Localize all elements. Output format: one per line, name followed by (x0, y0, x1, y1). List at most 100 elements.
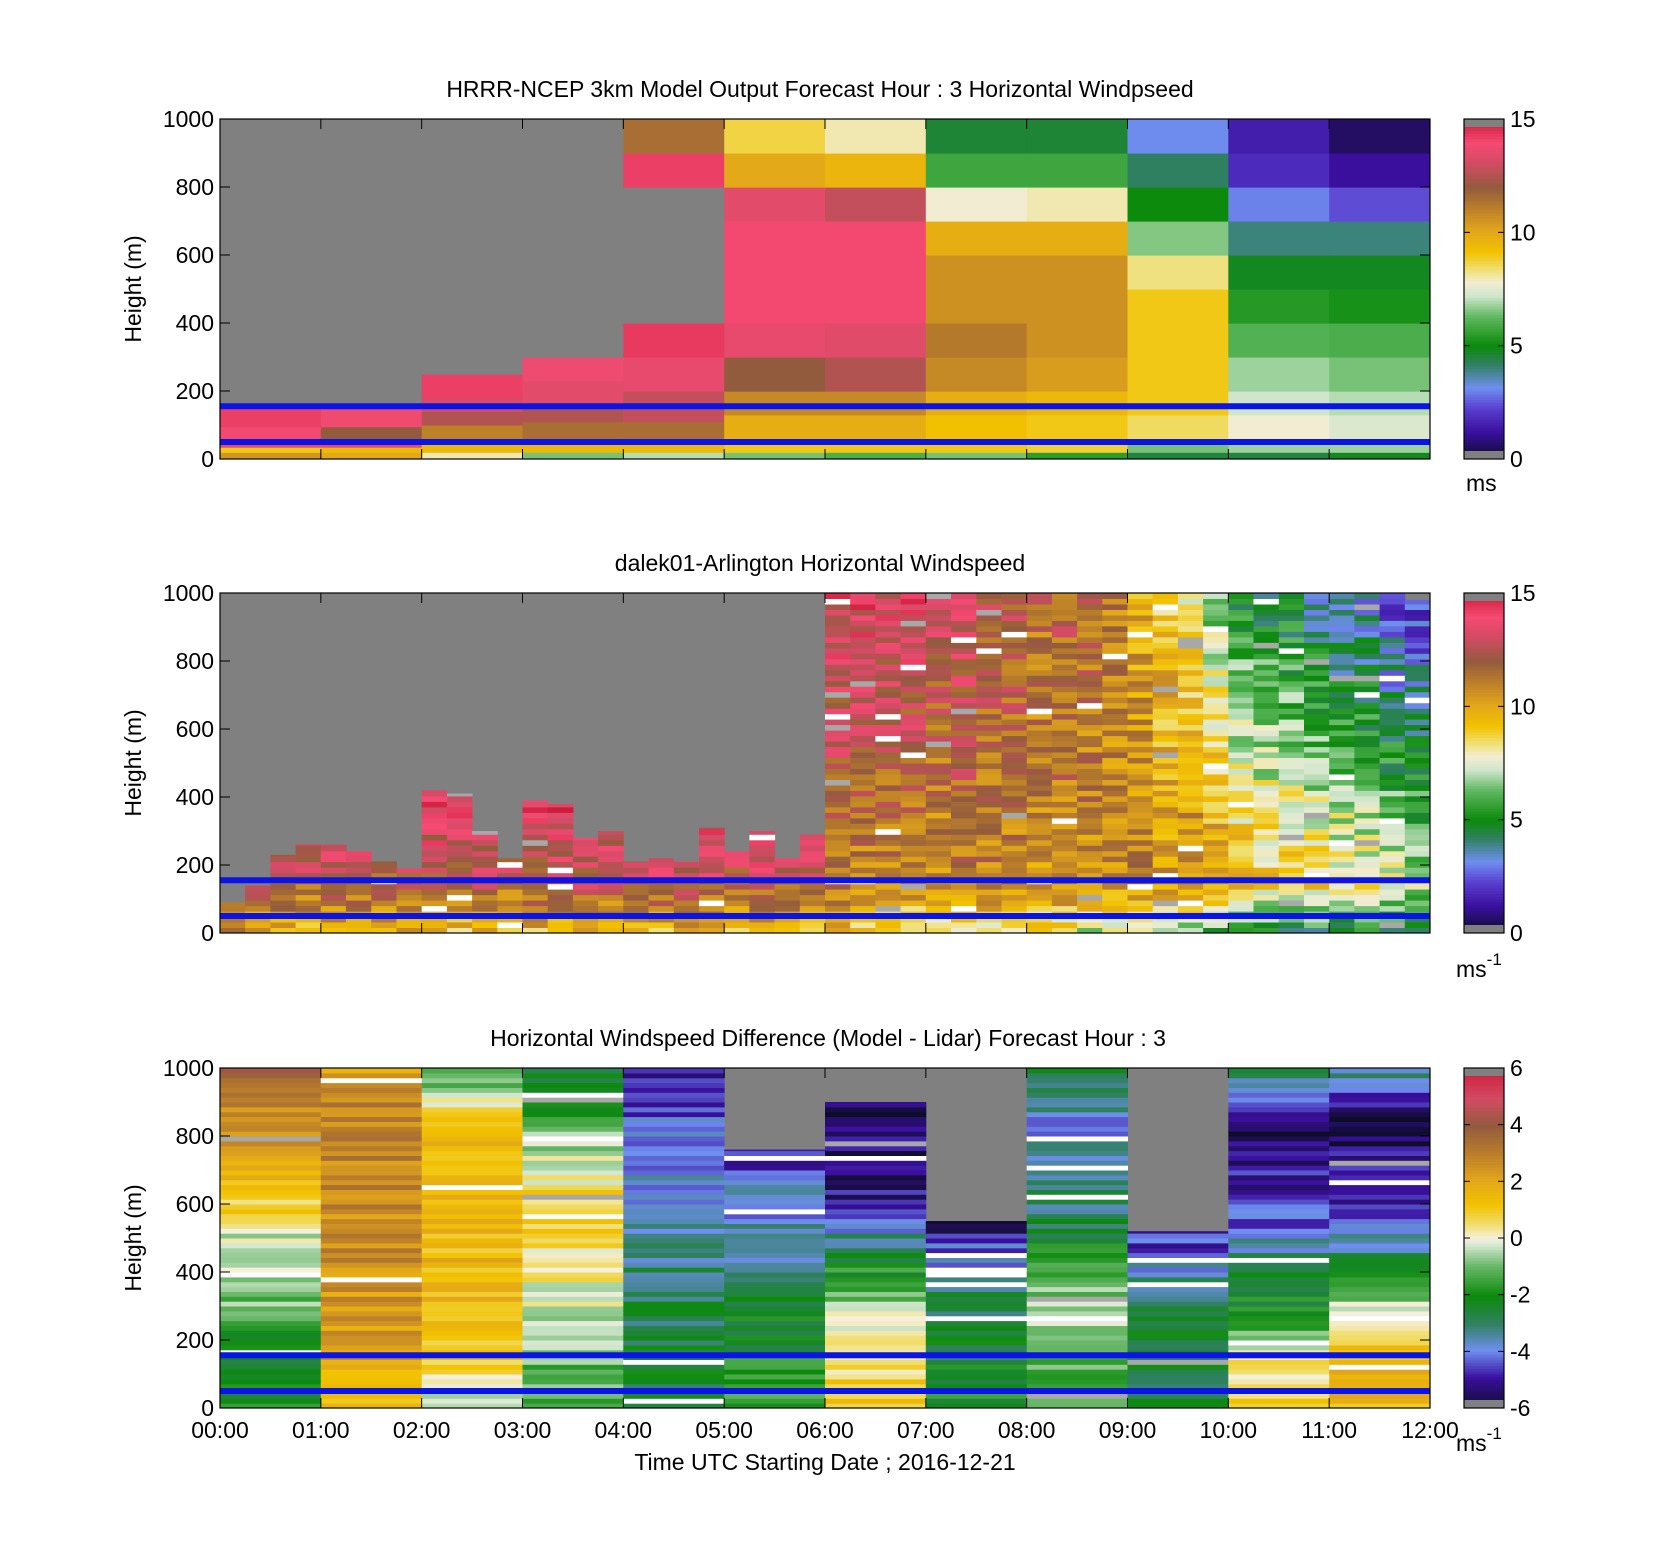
heatmap-cell (421, 795, 448, 802)
colorbar-segment (1464, 1218, 1504, 1222)
heatmap-cell (522, 1223, 624, 1229)
heatmap-cell (1228, 774, 1254, 780)
heatmap-cell (1304, 713, 1330, 720)
heatmap-cell (699, 922, 725, 928)
heatmap-cell (1228, 1252, 1330, 1258)
colorbar-segment (1464, 1320, 1504, 1324)
colorbar-segment (1464, 1345, 1504, 1350)
heatmap-cell (875, 856, 902, 863)
heatmap-cell (320, 1403, 423, 1408)
colorbar-segment (1464, 1090, 1504, 1095)
heatmap-cell (1329, 1306, 1430, 1312)
heatmap-cell (749, 900, 776, 907)
heatmap-cell (1404, 620, 1430, 627)
heatmap-cell (1329, 1340, 1430, 1346)
heatmap-cell (1001, 614, 1028, 621)
heatmap-cell (1177, 779, 1204, 786)
heatmap-cell (1026, 1272, 1128, 1278)
heatmap-cell (1228, 806, 1254, 813)
heatmap-cell (421, 1364, 523, 1370)
heatmap-cell (1102, 790, 1128, 797)
heatmap-cell (1278, 845, 1305, 852)
heatmap-cell (1001, 631, 1028, 638)
heatmap-cell (346, 867, 372, 874)
heatmap-cell (1026, 1301, 1128, 1307)
colorbar-segment (1464, 198, 1504, 202)
heatmap-cell (925, 697, 952, 704)
heatmap-cell (875, 604, 902, 610)
heatmap-cell (623, 421, 725, 440)
heatmap-cell (1026, 719, 1053, 726)
heatmap-cell (825, 850, 851, 857)
heatmap-cell (1102, 784, 1128, 791)
heatmap-cell (951, 861, 977, 868)
colorbar-segment (1464, 1178, 1504, 1182)
heatmap-cell (1354, 801, 1381, 808)
heatmap-cell (1329, 1393, 1430, 1399)
heatmap-cell (1051, 675, 1078, 682)
heatmap-cell (699, 827, 725, 830)
heatmap-cell (1253, 894, 1280, 901)
heatmap-cell (699, 900, 725, 907)
heatmap-cell (1278, 647, 1305, 654)
heatmap-cell (1253, 795, 1280, 802)
heatmap-cell (320, 1082, 423, 1088)
heatmap-cell (1253, 763, 1280, 769)
heatmap-cell (572, 856, 599, 863)
heatmap-cell (522, 1208, 624, 1215)
heatmap-cell (925, 719, 952, 726)
heatmap-cell (749, 905, 776, 912)
heatmap-cell (1152, 856, 1179, 863)
colorbar-tick-label: -4 (1510, 1338, 1531, 1364)
heatmap-cell (522, 1228, 624, 1234)
heatmap-cell (1228, 784, 1254, 791)
heatmap-cell (1404, 686, 1430, 693)
heatmap-cell (320, 850, 347, 857)
x-tick-label: 06:00 (796, 1417, 854, 1443)
colorbar-segment (1464, 1388, 1504, 1392)
heatmap-cell (1077, 916, 1103, 923)
heatmap-cell (699, 894, 725, 901)
heatmap-cell (1051, 850, 1078, 857)
heatmap-cell (1177, 631, 1204, 638)
colorbar-segment (1464, 274, 1504, 279)
heatmap-cell (925, 795, 952, 802)
heatmap-cell (1379, 708, 1406, 715)
heatmap-cell (1404, 768, 1430, 775)
heatmap-cell (825, 1398, 927, 1404)
heatmap-cell (295, 861, 322, 868)
heatmap-cell (522, 1398, 624, 1404)
heatmap-cell (522, 883, 549, 890)
heatmap-cell (749, 927, 776, 933)
heatmap-cell (522, 1335, 624, 1341)
heatmap-cell (951, 719, 977, 726)
heatmap-cell (1228, 1150, 1330, 1156)
heatmap-cell (1102, 708, 1128, 715)
heatmap-cell (1228, 1189, 1330, 1195)
colorbar-segment (1464, 1087, 1504, 1092)
heatmap-cell (1329, 1257, 1430, 1263)
heatmap-cell (1228, 1218, 1330, 1224)
heatmap-cell (1329, 1199, 1430, 1205)
heatmap-cell (850, 883, 876, 890)
colorbar-segment (1464, 1317, 1504, 1321)
heatmap-cell (850, 850, 876, 857)
colorbar-segment (1464, 147, 1504, 151)
heatmap-cell (850, 927, 876, 933)
heatmap-cell (951, 894, 977, 901)
heatmap-cell (1026, 221, 1129, 256)
heatmap-cell (673, 900, 700, 907)
heatmap-cell (220, 1272, 322, 1278)
heatmap-cell (1026, 1364, 1128, 1370)
heatmap-cell (825, 719, 851, 726)
heatmap-cell (522, 1262, 624, 1268)
heatmap-cell (623, 1233, 725, 1239)
colorbar-segment (1464, 1263, 1504, 1267)
heatmap-cell (925, 1221, 1028, 1224)
heatmap-cell (825, 1136, 927, 1142)
heatmap-cell (1177, 763, 1204, 769)
heatmap-cell (925, 708, 952, 715)
heatmap-cell (1379, 713, 1406, 720)
heatmap-cell (1228, 1097, 1330, 1103)
